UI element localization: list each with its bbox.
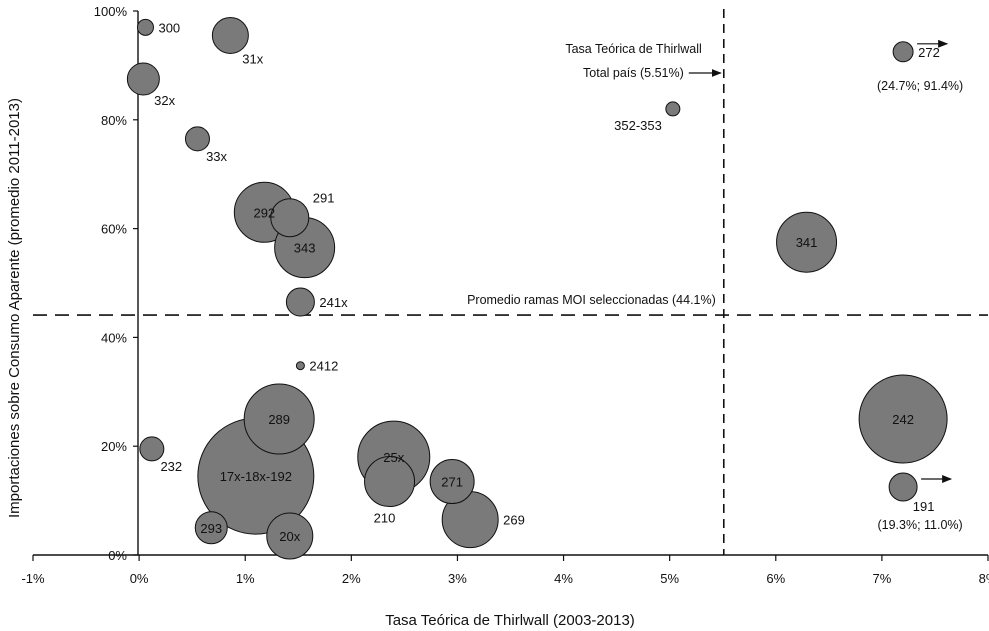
bubble-label-289: 289 bbox=[268, 412, 290, 427]
bubble-labels: 300 31x 32x 33x 292 291 343 241x 2412 289 17x-18x-… bbox=[154, 20, 940, 544]
bubble-label-341: 341 bbox=[796, 235, 818, 250]
bubble-291 bbox=[270, 198, 310, 238]
bubble-label-293: 293 bbox=[200, 521, 222, 536]
bubble-label-191: 191 bbox=[913, 499, 935, 514]
y-tick-label: 20% bbox=[101, 439, 127, 454]
x-tick-label: 2% bbox=[342, 571, 361, 586]
thirlwall-label-line2: Total país (5.51%) bbox=[583, 66, 684, 80]
y-axis-ticks: 0% 20% 40% 60% 80% 100% bbox=[94, 4, 138, 563]
bubble-272 bbox=[892, 41, 914, 63]
bubble-2412 bbox=[295, 361, 305, 371]
bubble-242 bbox=[858, 374, 948, 464]
bubble-label-242: 242 bbox=[892, 412, 914, 427]
moi-average-label: Promedio ramas MOI seleccionadas (44.1%) bbox=[467, 293, 716, 307]
bubble-341 bbox=[776, 211, 838, 273]
bubble-label-232: 232 bbox=[160, 459, 182, 474]
offscale-notes: (24.7%; 91.4%) (19.3%; 11.0%) bbox=[877, 39, 963, 532]
bubble-210 bbox=[364, 456, 416, 508]
x-tick-label: 0% bbox=[130, 571, 149, 586]
offscale-note-191: (19.3%; 11.0%) bbox=[877, 518, 962, 532]
bubble-label-33x: 33x bbox=[206, 149, 227, 164]
y-tick-label: 60% bbox=[101, 222, 127, 237]
thirlwall-label-line1: Tasa Teórica de Thirlwall bbox=[565, 42, 701, 56]
bubble-232 bbox=[139, 436, 165, 462]
x-tick-label: 3% bbox=[448, 571, 467, 586]
bubble-label-2412: 2412 bbox=[309, 359, 338, 374]
bubble-label-269: 269 bbox=[503, 513, 525, 528]
x-tick-label: 5% bbox=[660, 571, 679, 586]
bubble-241x bbox=[285, 287, 315, 317]
bubble-32x bbox=[126, 62, 160, 96]
bubble-label-31x: 31x bbox=[242, 51, 263, 66]
bubble-271 bbox=[429, 459, 475, 505]
bubble-label-241x: 241x bbox=[319, 295, 348, 310]
offscale-note-272: (24.7%; 91.4%) bbox=[877, 79, 963, 93]
x-tick-label: 6% bbox=[766, 571, 785, 586]
bubble-label-272: 272 bbox=[918, 45, 940, 60]
y-tick-label: 80% bbox=[101, 113, 127, 128]
bubble-label-343: 343 bbox=[294, 241, 316, 256]
x-tick-label: 4% bbox=[554, 571, 573, 586]
bubble-20x bbox=[266, 512, 314, 560]
bubble-label-17x-18x-192: 17x-18x-192 bbox=[220, 469, 292, 484]
bubble-300 bbox=[136, 18, 154, 36]
bubble-33x bbox=[184, 126, 210, 152]
x-tick-label: 1% bbox=[236, 571, 255, 586]
bubble-293 bbox=[194, 511, 228, 545]
bubble-label-20x: 20x bbox=[279, 529, 300, 544]
bubbles bbox=[126, 16, 948, 560]
y-tick-label: 0% bbox=[108, 548, 127, 563]
bubble-289 bbox=[243, 383, 315, 455]
x-tick-label: -1% bbox=[21, 571, 45, 586]
bubble-label-291: 291 bbox=[313, 191, 335, 206]
x-axis-title: Tasa Teórica de Thirlwall (2003-2013) bbox=[385, 612, 635, 629]
x-tick-label: 8% bbox=[979, 571, 989, 586]
bubble-label-25x: 25x bbox=[383, 450, 404, 465]
bubble-label-352-353: 352-353 bbox=[614, 118, 662, 133]
bubble-label-271: 271 bbox=[441, 475, 463, 490]
y-tick-label: 40% bbox=[101, 330, 127, 345]
bubble-label-292: 292 bbox=[253, 205, 275, 220]
bubble-191 bbox=[888, 472, 918, 502]
bubble-label-300: 300 bbox=[158, 20, 180, 35]
bubble-352-353 bbox=[665, 101, 681, 117]
y-axis-title: Importaciones sobre Consumo Aparente (pr… bbox=[6, 98, 23, 518]
x-axis-ticks: -1% 0% 1% 2% 3% 4% 5% 6% 7% 8% bbox=[21, 555, 989, 586]
bubble-label-210: 210 bbox=[374, 511, 396, 526]
y-tick-label: 100% bbox=[94, 4, 128, 19]
bubble-31x bbox=[211, 16, 249, 54]
x-tick-label: 7% bbox=[872, 571, 891, 586]
bubble-label-32x: 32x bbox=[154, 93, 175, 108]
